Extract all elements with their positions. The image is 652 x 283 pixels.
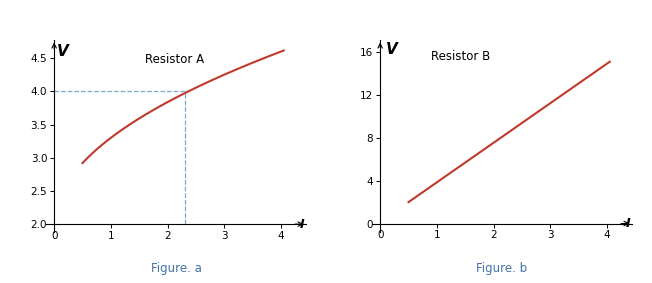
Text: I: I [626, 217, 630, 230]
Text: V: V [386, 42, 398, 57]
Text: Resistor A: Resistor A [145, 53, 204, 66]
Text: Figure. a: Figure. a [151, 261, 201, 275]
Text: Resistor B: Resistor B [431, 50, 490, 63]
Text: Figure. b: Figure. b [477, 261, 527, 275]
Text: I: I [300, 218, 304, 231]
Text: V: V [57, 44, 68, 59]
